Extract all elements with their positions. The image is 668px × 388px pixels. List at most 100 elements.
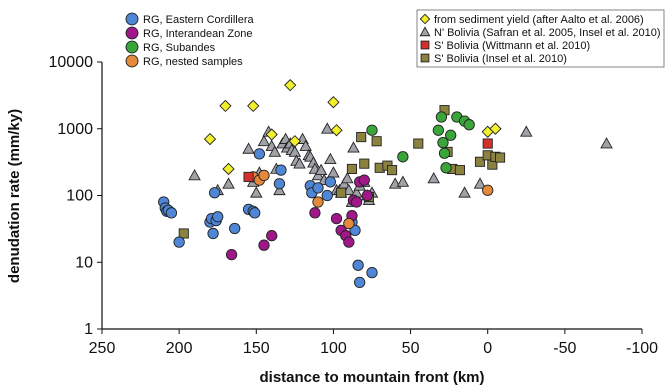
point-subandes <box>440 162 452 174</box>
point-nested <box>343 217 355 230</box>
point-s_bolivia_insel <box>356 132 367 143</box>
point-n_bolivia <box>273 183 286 196</box>
point-n_bolivia <box>327 166 340 178</box>
legend-label: S' Bolivia (Insel et al. 2010) <box>434 53 567 65</box>
series-subandes <box>366 111 475 174</box>
point-s_bolivia_insel <box>413 138 424 149</box>
point-n_bolivia <box>458 186 471 198</box>
series-eastern_cordillera <box>158 148 378 288</box>
point-s_bolivia_insel <box>371 136 382 147</box>
point-sediment_yield <box>219 99 232 113</box>
point-n_bolivia <box>242 142 255 154</box>
point-eastern_cordillera <box>212 211 224 223</box>
point-interandean <box>330 212 343 225</box>
point-nested <box>258 169 270 182</box>
legend-box <box>416 9 665 68</box>
ticks: 250 200 150 100 50 0 -50 -100 1 10 100 1000 10000 <box>49 54 659 357</box>
point-eastern_cordillera <box>207 227 219 240</box>
point-sediment_yield <box>203 132 217 146</box>
legend-marker-sediment_yield <box>419 13 431 25</box>
point-n_bolivia <box>324 152 337 165</box>
point-sediment_yield <box>222 162 235 176</box>
point-subandes <box>435 111 448 123</box>
point-s_bolivia_insel <box>474 156 486 167</box>
point-n_bolivia <box>188 168 201 181</box>
y-tick-label: 100 <box>66 188 93 205</box>
legend-label: RG, Eastern Cordillera <box>143 14 255 26</box>
point-n_bolivia <box>320 122 334 134</box>
point-sediment_yield <box>284 79 297 92</box>
legend-marker-subandes <box>125 40 139 54</box>
point-eastern_cordillera <box>321 189 333 202</box>
legend-label: RG, Subandes <box>143 42 216 54</box>
point-n_bolivia <box>257 134 271 147</box>
x-tick-label: 150 <box>243 340 270 357</box>
x-axis-label: distance to mountain front (km) <box>260 369 485 386</box>
series-nested <box>247 169 494 230</box>
x-tick-label: 100 <box>320 340 347 357</box>
series-s_bolivia_wittmann <box>243 138 493 182</box>
point-subandes <box>432 124 444 136</box>
legend-marker-nested <box>125 54 139 68</box>
point-s_bolivia_insel <box>387 165 398 176</box>
point-nested <box>312 196 324 208</box>
point-eastern_cordillera <box>173 236 185 248</box>
x-tick-label: 250 <box>89 340 116 357</box>
y-tick-label: 1 <box>84 321 93 338</box>
point-eastern_cordillera <box>273 178 286 190</box>
point-interandean <box>358 174 370 186</box>
point-s_bolivia_insel <box>454 165 465 176</box>
legend-label: RG, Interandean Zone <box>143 28 252 40</box>
point-n_bolivia <box>600 137 613 149</box>
point-sediment_yield <box>247 99 260 113</box>
point-eastern_cordillera <box>354 276 366 288</box>
point-eastern_cordillera <box>366 266 378 279</box>
point-sediment_yield <box>330 124 343 137</box>
legend-label: N' Bolivia (Safran et al. 2005, Insel et… <box>434 27 661 39</box>
point-interandean <box>309 207 321 219</box>
legend-left: RG, Eastern Cordillera RG, Interandean Zo… <box>125 12 255 68</box>
series-interandean <box>225 174 374 261</box>
point-eastern_cordillera <box>229 222 241 235</box>
series-n_bolivia <box>188 122 613 207</box>
legend-label: S' Bolivia (Wittmann et al. 2010) <box>434 40 590 52</box>
point-interandean <box>343 236 355 248</box>
point-n_bolivia <box>396 175 410 187</box>
point-n_bolivia <box>268 145 282 157</box>
point-nested <box>482 184 494 196</box>
point-n_bolivia <box>473 177 487 189</box>
point-eastern_cordillera <box>275 164 287 176</box>
y-axis-label: denudation rate (mm/ky) <box>6 109 23 283</box>
point-interandean <box>361 189 374 202</box>
point-subandes <box>445 129 457 141</box>
y-tick-label: 10 <box>75 254 93 271</box>
point-n_bolivia <box>293 157 306 169</box>
point-n_bolivia <box>222 177 235 189</box>
series-sediment_yield <box>203 79 502 176</box>
point-eastern_cordillera <box>165 207 178 219</box>
point-s_bolivia_insel <box>178 228 189 239</box>
point-eastern_cordillera <box>352 259 364 271</box>
point-interandean <box>258 239 270 251</box>
point-n_bolivia <box>250 186 263 198</box>
point-subandes <box>366 124 378 136</box>
legend-marker-eastern_cordillera <box>125 12 139 26</box>
point-sediment_yield <box>288 135 301 148</box>
point-eastern_cordillera <box>253 148 266 160</box>
point-eastern_cordillera <box>324 176 336 188</box>
point-sediment_yield <box>327 96 340 109</box>
legend-label: from sediment yield (after Aalto et al. … <box>434 14 644 26</box>
x-tick-label: -100 <box>626 340 658 357</box>
point-interandean <box>266 230 278 242</box>
point-n_bolivia <box>341 172 354 184</box>
point-n_bolivia <box>299 139 312 151</box>
legend-right: from sediment yield (after Aalto et al. … <box>416 9 665 68</box>
point-sediment_yield <box>489 122 502 135</box>
legend-marker-n_bolivia <box>419 26 431 37</box>
point-s_bolivia_wittmann <box>482 138 493 149</box>
point-n_bolivia <box>520 125 533 137</box>
point-subandes <box>463 119 475 131</box>
x-tick-label: 0 <box>483 340 492 357</box>
